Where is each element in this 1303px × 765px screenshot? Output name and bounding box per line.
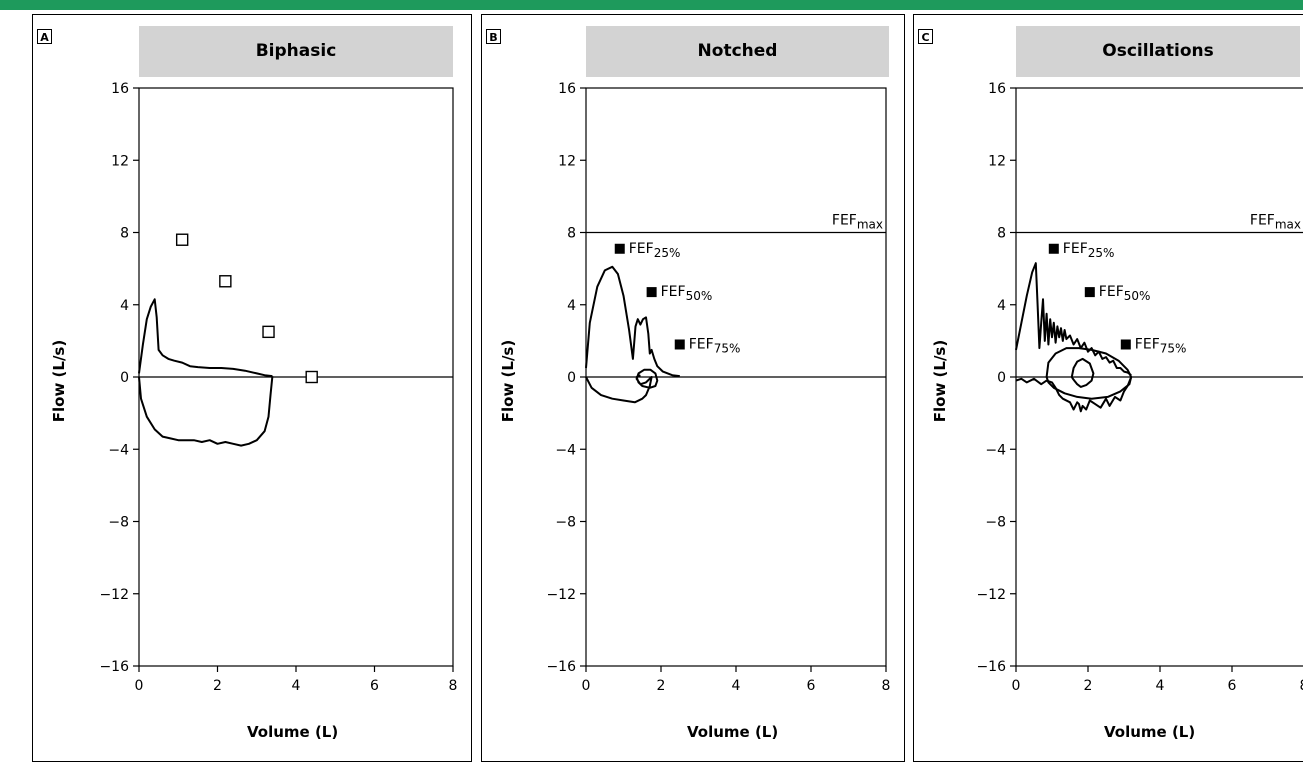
- y-tick-label: 16: [111, 81, 129, 97]
- fef-marker: [674, 339, 685, 350]
- y-tick-label: −16: [976, 659, 1006, 675]
- x-tick-label: 2: [213, 678, 222, 694]
- y-tick-label: −4: [985, 442, 1006, 458]
- plot-area: 16 12 8 4 0 −4 −8 −12 −16 0 2 4 6 8 FEFmax FEF25% FEF50%…: [976, 81, 1303, 694]
- chart-title: Notched: [586, 26, 889, 77]
- top-accent-bar: [0, 0, 1303, 10]
- y-tick-label: 16: [988, 81, 1006, 97]
- y-tick-label: 16: [558, 81, 576, 97]
- y-tick-label: −12: [976, 587, 1006, 603]
- x-tick-label: 2: [1084, 678, 1093, 694]
- flow-volume-curve-1: [585, 265, 680, 378]
- fef-marker: [646, 287, 657, 298]
- plot-area: 16 12 8 4 0 −4 −8 −12 −16 0 2 4 6 8 FEFmax FEF25% FEF50%…: [546, 81, 891, 694]
- flow-volume-curve-4: [1070, 357, 1095, 388]
- x-tick-label: 0: [1012, 678, 1021, 694]
- chart-title: Biphasic: [139, 26, 453, 77]
- x-axis-label: Volume (L): [1104, 723, 1196, 741]
- x-tick-label: 6: [807, 678, 816, 694]
- x-tick-label: 2: [657, 678, 666, 694]
- panel-letter: B: [486, 29, 501, 44]
- y-tick-label: 4: [567, 298, 576, 314]
- y-tick-label: 8: [997, 226, 1006, 242]
- flow-volume-curve-1: [138, 298, 273, 378]
- y-tick-label: 12: [111, 153, 129, 169]
- x-axis-label: Volume (L): [247, 723, 339, 741]
- fef-marker-open: [175, 233, 189, 246]
- y-tick-label: −8: [985, 515, 1006, 531]
- fef-marker: [1048, 243, 1059, 254]
- flow-volume-curve-2: [1015, 376, 1133, 413]
- fef-max-label: FEFmax: [832, 213, 883, 232]
- x-tick-label: 8: [882, 678, 891, 694]
- x-tick-label: 6: [370, 678, 379, 694]
- x-tick-label: 4: [292, 678, 301, 694]
- y-tick-label: 0: [997, 370, 1006, 386]
- chart-title: Oscillations: [1016, 26, 1300, 77]
- y-tick-label: 8: [120, 226, 129, 242]
- x-tick-label: 8: [1300, 678, 1303, 694]
- panel-letter: A: [37, 29, 52, 44]
- y-tick-label: 8: [567, 226, 576, 242]
- y-tick-label: 12: [988, 153, 1006, 169]
- flow-volume-curve-2: [585, 368, 659, 404]
- fef-marker-label: FEF75%: [1135, 336, 1187, 355]
- y-tick-label: 4: [997, 298, 1006, 314]
- fef-marker: [1120, 339, 1131, 350]
- x-tick-label: 4: [732, 678, 741, 694]
- y-tick-label: −4: [555, 442, 576, 458]
- plot-area: 16 12 8 4 0 −4 −8 −12 −16 0 2 4 6 8: [99, 81, 458, 694]
- chart-panel-a: A Biphasic Flow (L/s) Volume (L) 16 12 8 4 0…: [32, 14, 472, 762]
- panel-letter: C: [918, 29, 933, 44]
- y-tick-label: −16: [546, 659, 576, 675]
- y-tick-label: 12: [558, 153, 576, 169]
- fef-marker-open: [219, 275, 232, 288]
- fef-marker: [1084, 287, 1095, 298]
- flow-volume-curve-1: [1015, 262, 1132, 376]
- y-tick-label: 4: [120, 298, 129, 314]
- x-tick-label: 4: [1156, 678, 1165, 694]
- y-tick-label: −8: [555, 515, 576, 531]
- y-tick-label: −8: [108, 515, 129, 531]
- fef-max-label: FEFmax: [1250, 213, 1301, 232]
- fef-marker-label: FEF25%: [1063, 241, 1115, 260]
- y-tick-label: 0: [567, 370, 576, 386]
- fef-marker-label: FEF25%: [629, 241, 681, 260]
- flow-volume-curve-3: [1045, 347, 1133, 400]
- fef-marker-label: FEF50%: [661, 284, 713, 303]
- fef-marker: [614, 243, 625, 254]
- x-axis-label: Volume (L): [687, 723, 779, 741]
- y-tick-label: −12: [99, 587, 129, 603]
- x-tick-label: 6: [1228, 678, 1237, 694]
- chart-panel-c: C Oscillations Flow (L/s) Volume (L) 16 1…: [913, 14, 1303, 762]
- flow-volume-curve-2: [138, 376, 274, 447]
- fef-marker-label: FEF50%: [1099, 284, 1151, 303]
- chart-panel-b: B Notched Flow (L/s) Volume (L) 16 12 8 4 0−…: [481, 14, 905, 762]
- y-tick-label: 0: [120, 370, 129, 386]
- y-tick-label: −4: [108, 442, 129, 458]
- x-tick-label: 0: [582, 678, 591, 694]
- y-tick-label: −12: [546, 587, 576, 603]
- y-tick-label: −16: [99, 659, 129, 675]
- fef-marker-open: [305, 370, 318, 384]
- x-tick-label: 8: [449, 678, 458, 694]
- fef-marker-open: [262, 325, 275, 339]
- x-tick-label: 0: [135, 678, 144, 694]
- fef-marker-label: FEF75%: [689, 336, 741, 355]
